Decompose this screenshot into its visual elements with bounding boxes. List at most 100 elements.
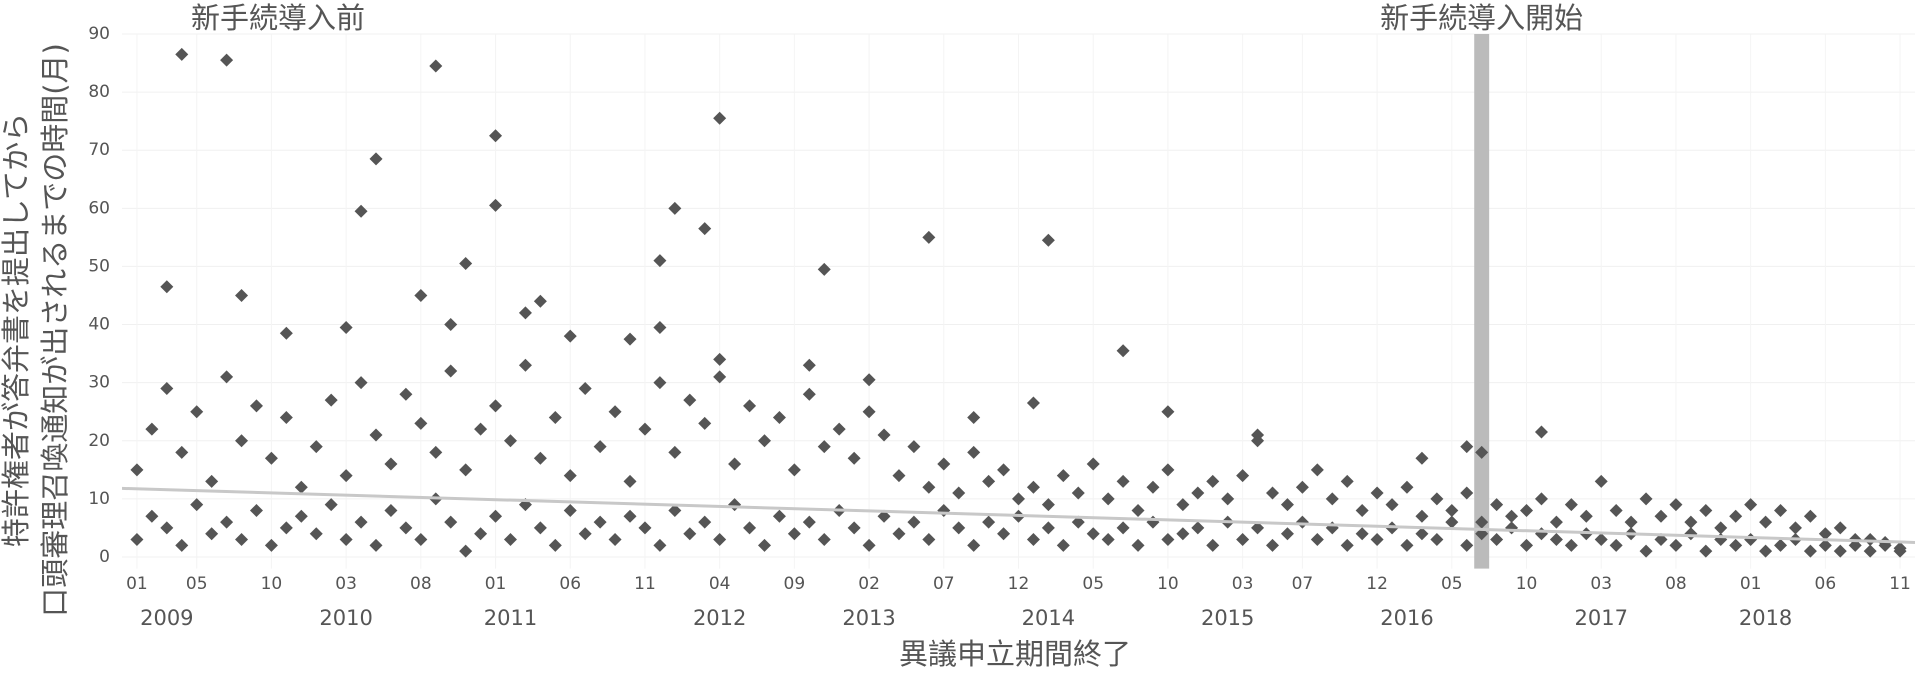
point (1639, 492, 1653, 506)
point (698, 222, 712, 236)
point (1505, 521, 1519, 535)
point (1251, 521, 1265, 535)
year-label: 2017 (1574, 606, 1627, 630)
point (997, 463, 1011, 477)
point (533, 521, 547, 535)
point (1759, 544, 1773, 558)
point (1863, 533, 1877, 547)
point (145, 509, 159, 523)
point (205, 474, 219, 488)
point (429, 59, 443, 73)
point (1071, 515, 1085, 529)
x-tick-label: 12 (1366, 574, 1388, 594)
point (384, 503, 398, 517)
point (772, 509, 786, 523)
point (1116, 474, 1130, 488)
point (802, 387, 816, 401)
period-band (1474, 34, 1490, 569)
y-tick-label: 90 (88, 24, 110, 44)
point (1071, 486, 1085, 500)
point (1086, 527, 1100, 541)
point (160, 280, 174, 294)
point (772, 411, 786, 425)
point (175, 47, 189, 61)
point (518, 306, 532, 320)
point (354, 204, 368, 218)
point (728, 457, 742, 471)
point (1266, 486, 1280, 500)
point (518, 358, 532, 372)
point (1340, 538, 1354, 552)
x-tick-label: 02 (858, 574, 880, 594)
point (1041, 498, 1055, 512)
year-label: 2009 (140, 606, 193, 630)
point (817, 533, 831, 547)
point (1415, 509, 1429, 523)
point (1251, 434, 1265, 448)
point (1415, 527, 1429, 541)
point (294, 509, 308, 523)
point (190, 405, 204, 419)
x-tick-label: 08 (410, 574, 432, 594)
point (1490, 533, 1504, 547)
point (937, 457, 951, 471)
point (1729, 538, 1743, 552)
x-tick-label: 11 (634, 574, 656, 594)
point (1355, 527, 1369, 541)
point (1445, 503, 1459, 517)
point (414, 533, 428, 547)
y-tick-label: 40 (88, 315, 110, 335)
point (130, 463, 144, 477)
point (1161, 405, 1175, 419)
point (1534, 527, 1548, 541)
x-tick-label: 05 (1082, 574, 1104, 594)
point (593, 515, 607, 529)
point (1191, 521, 1205, 535)
x-tick-label: 10 (1157, 574, 1179, 594)
point (1056, 469, 1070, 483)
annotation: 新手続導入開始 (1380, 1, 1583, 35)
point (1221, 492, 1235, 506)
point (1490, 498, 1504, 512)
point (1295, 480, 1309, 494)
x-tick-label: 01 (485, 574, 507, 594)
point (713, 370, 727, 384)
point (997, 527, 1011, 541)
point (369, 538, 383, 552)
point (1295, 515, 1309, 529)
point (264, 451, 278, 465)
point (160, 521, 174, 535)
point (1236, 469, 1250, 483)
point (982, 515, 996, 529)
point (1639, 544, 1653, 558)
year-label: 2018 (1739, 606, 1792, 630)
point (1549, 533, 1563, 547)
point (1803, 509, 1817, 523)
point (1176, 527, 1190, 541)
point (1520, 538, 1534, 552)
x-tick-label: 06 (559, 574, 581, 594)
y-tick-label: 80 (88, 82, 110, 102)
point (1460, 440, 1474, 454)
point (1161, 463, 1175, 477)
point (907, 515, 921, 529)
point (847, 521, 861, 535)
y-tick-label: 50 (88, 256, 110, 276)
point (1729, 509, 1743, 523)
point (1534, 425, 1548, 439)
point (937, 503, 951, 517)
annotation: 新手続導入前 (191, 1, 365, 35)
point (1370, 533, 1384, 547)
point (324, 393, 338, 407)
point (1056, 538, 1070, 552)
point (1101, 492, 1115, 506)
point (1534, 492, 1548, 506)
point (190, 498, 204, 512)
point (249, 503, 263, 517)
y-axis-title: 口頭審理召喚通知が出されるまでの時間(月) (38, 43, 72, 617)
point (1579, 509, 1593, 523)
x-tick-label: 03 (1590, 574, 1612, 594)
point (638, 521, 652, 535)
point (489, 399, 503, 413)
y-tick-label: 70 (88, 140, 110, 160)
